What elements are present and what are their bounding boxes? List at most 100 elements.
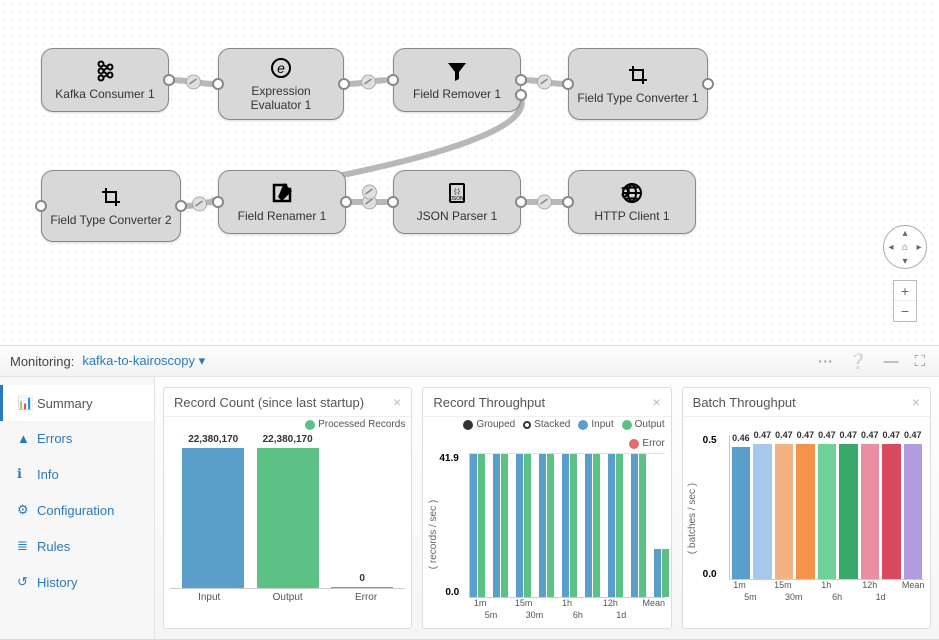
node-label: Field Type Converter 2	[50, 213, 171, 227]
expr-icon: e	[269, 56, 293, 80]
input-port[interactable]	[212, 78, 224, 90]
output-port[interactable]	[702, 78, 714, 90]
node-label: Field Type Converter 1	[577, 91, 698, 105]
crop-icon	[626, 63, 650, 87]
bar-5m: 0.47	[753, 444, 771, 579]
output-port[interactable]	[338, 78, 350, 90]
bar-group-1m	[470, 453, 493, 597]
bar-group-12h	[608, 453, 631, 597]
zoom-out-button[interactable]: −	[894, 301, 916, 321]
sidebar-item-label: Info	[37, 467, 59, 482]
input-port[interactable]	[562, 196, 574, 208]
bar-12h: 0.47	[861, 444, 879, 579]
help-icon[interactable]: ❔	[845, 352, 872, 370]
output-port[interactable]	[163, 74, 175, 86]
legend-grouped[interactable]: Grouped	[463, 419, 515, 430]
gear-icon: ⚙	[17, 502, 31, 518]
zoom-in-button[interactable]: +	[894, 281, 916, 301]
sidebar-item-rules[interactable]: ≣ Rules	[0, 528, 154, 564]
info-icon: ℹ	[17, 466, 31, 482]
input-port[interactable]	[212, 196, 224, 208]
svg-text:e: e	[277, 60, 285, 76]
pipeline-node[interactable]: Kafka Consumer 1	[41, 48, 169, 112]
node-label: Kafka Consumer 1	[55, 87, 154, 101]
monitoring-panel-header: Monitoring: kafka-to-kairoscopy ▾ ⋯ ❔ — …	[0, 346, 939, 377]
monitoring-label: Monitoring:	[10, 354, 74, 369]
minimize-icon[interactable]: —	[879, 353, 902, 370]
close-icon[interactable]: ×	[912, 394, 920, 410]
bar-15m: 0.47	[775, 444, 793, 579]
output-port[interactable]	[515, 196, 527, 208]
bar-group-Mean	[654, 453, 670, 597]
pipeline-node[interactable]: Field Renamer 1	[218, 170, 346, 234]
svg-text:JSON: JSON	[450, 196, 464, 202]
warn-icon: ▲	[17, 431, 31, 446]
bar-group-30m	[539, 453, 562, 597]
sidebar-item-label: Rules	[37, 539, 70, 554]
pipeline-node[interactable]: {;}JSON JSON Parser 1	[393, 170, 521, 234]
crop-icon	[99, 185, 123, 209]
legend-stacked[interactable]: Stacked	[523, 419, 570, 430]
sidebar-item-summary[interactable]: 📊Summary	[0, 385, 154, 421]
node-label: JSON Parser 1	[417, 209, 498, 223]
pipeline-node[interactable]: Field Type Converter 2	[41, 170, 181, 242]
sidebar-item-label: Configuration	[37, 503, 114, 518]
sidebar-item-configuration[interactable]: ⚙ Configuration	[0, 492, 154, 528]
sidebar-item-info[interactable]: ℹ Info	[0, 456, 154, 492]
chart-title: Batch Throughput	[693, 395, 796, 410]
bar-group-15m	[516, 453, 539, 597]
pipeline-selector[interactable]: kafka-to-kairoscopy ▾	[82, 353, 205, 369]
input-port[interactable]	[387, 196, 399, 208]
sidebar-item-label: Errors	[37, 431, 72, 446]
chart-title: Record Throughput	[433, 395, 545, 410]
canvas-pan-control[interactable]: ▴ ◂⌂▸ ▾	[883, 225, 927, 269]
chart-batch-throughput: Batch Throughput× ( batches / sec ) 0.5 …	[682, 387, 931, 629]
list-icon: ≣	[17, 538, 31, 554]
funnel-icon	[445, 59, 469, 83]
input-port[interactable]	[387, 74, 399, 86]
bar-1h: 0.47	[818, 444, 836, 579]
input-port[interactable]	[562, 78, 574, 90]
output-port-2[interactable]	[515, 89, 527, 101]
pipeline-node[interactable]: Field Type Converter 1	[568, 48, 708, 120]
pipeline-node[interactable]: Field Remover 1	[393, 48, 521, 112]
bar-1m: 0.46	[732, 447, 750, 579]
bar-Mean: 0.47	[904, 444, 922, 579]
node-label: Expression Evaluator 1	[227, 84, 335, 112]
bar-group-5m	[493, 453, 516, 597]
bar-1d: 0.47	[882, 444, 900, 579]
legend-error[interactable]: Error	[629, 438, 664, 449]
svg-text:{;}: {;}	[454, 189, 460, 195]
more-icon[interactable]: ⋯	[814, 352, 837, 370]
history-icon: ↺	[17, 574, 31, 590]
sidebar-item-label: Summary	[37, 396, 93, 411]
bar-input: 22,380,170	[176, 434, 250, 588]
close-icon[interactable]: ×	[652, 394, 660, 410]
output-port[interactable]	[175, 200, 187, 212]
bar-error: 0	[325, 573, 399, 588]
chart-title: Record Count (since last startup)	[174, 395, 364, 410]
close-icon[interactable]: ×	[393, 394, 401, 410]
bar-6h: 0.47	[839, 444, 857, 579]
canvas-zoom-control[interactable]: + −	[893, 280, 917, 322]
output-port[interactable]	[340, 196, 352, 208]
bar-output: 22,380,170	[250, 434, 324, 588]
chart-record-throughput: Record Throughput × Grouped Stacked Input Ou…	[422, 387, 671, 629]
edit-icon	[270, 181, 294, 205]
bar-group-6h	[585, 453, 608, 597]
pipeline-canvas[interactable]: Kafka Consumer 1 e Expression Evaluator 1 F…	[0, 0, 939, 345]
chart-record-count: Record Count (since last startup)× Proce…	[163, 387, 412, 629]
legend-input[interactable]: Input	[578, 419, 613, 430]
pipeline-node[interactable]: e Expression Evaluator 1	[218, 48, 344, 120]
sidebar-item-errors[interactable]: ▲ Errors	[0, 421, 154, 456]
output-port[interactable]	[515, 74, 527, 86]
legend-output[interactable]: Output	[622, 419, 665, 430]
node-label: Field Remover 1	[413, 87, 501, 101]
sidebar-item-history[interactable]: ↺History	[0, 564, 154, 600]
expand-icon[interactable]: ⛶	[910, 353, 929, 370]
bar-group-1h	[562, 453, 585, 597]
pipeline-node[interactable]: HTTP Client 1	[568, 170, 696, 234]
input-port[interactable]	[35, 200, 47, 212]
node-label: Field Renamer 1	[238, 209, 327, 223]
json-icon: {;}JSON	[445, 181, 469, 205]
